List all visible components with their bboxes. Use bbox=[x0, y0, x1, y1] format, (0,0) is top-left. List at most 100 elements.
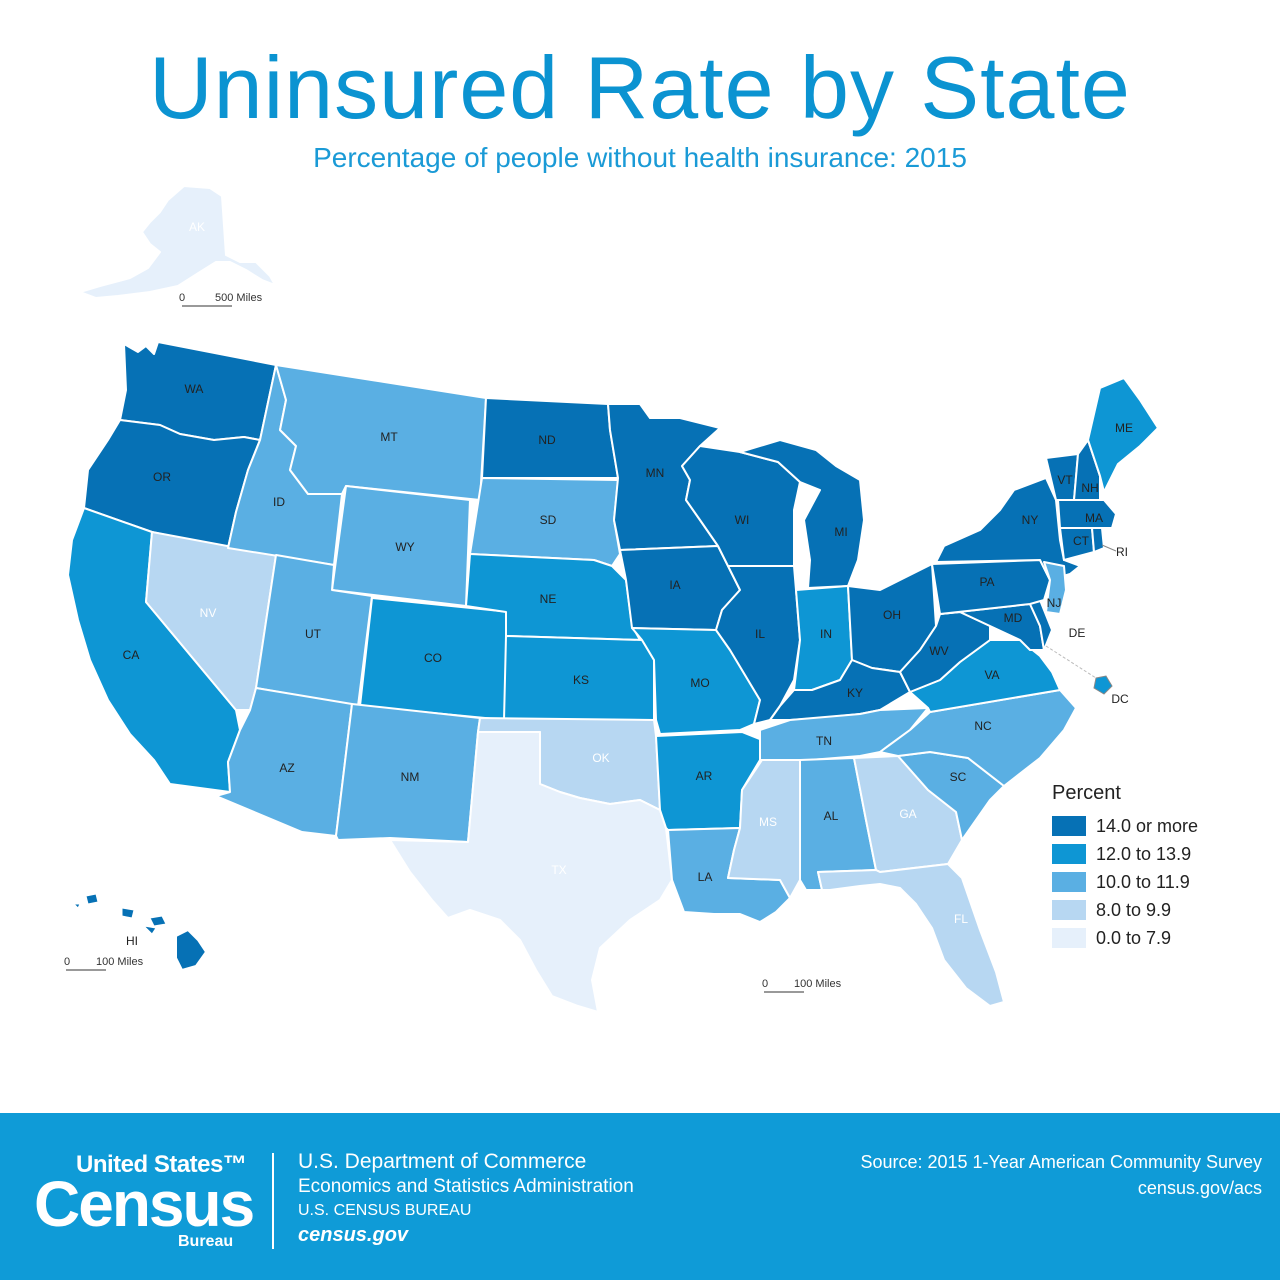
logo-top-text: United States™ bbox=[76, 1151, 247, 1178]
legend-item: 14.0 or more bbox=[1052, 812, 1252, 840]
state-nj[interactable] bbox=[1043, 561, 1067, 615]
label-fl: FL bbox=[954, 912, 968, 926]
legend-label: 8.0 to 9.9 bbox=[1096, 899, 1172, 920]
label-ne: NE bbox=[540, 592, 557, 606]
department-name: U.S. Department of Commerce bbox=[298, 1150, 587, 1173]
label-ct: CT bbox=[1073, 534, 1090, 548]
label-mn: MN bbox=[646, 466, 665, 480]
label-ks: KS bbox=[573, 673, 589, 687]
label-oh: OH bbox=[883, 608, 901, 622]
legend-item: 10.0 to 11.9 bbox=[1052, 868, 1252, 896]
legend-item: 8.0 to 9.9 bbox=[1052, 896, 1252, 924]
svg-text:0: 0 bbox=[64, 956, 70, 968]
label-il: IL bbox=[755, 627, 765, 641]
label-ms: MS bbox=[759, 815, 777, 829]
state-dc[interactable] bbox=[1093, 675, 1113, 695]
svg-text:100 Miles: 100 Miles bbox=[794, 978, 842, 990]
label-sc: SC bbox=[950, 770, 967, 784]
label-wv: WV bbox=[929, 644, 948, 658]
state-nc[interactable] bbox=[879, 689, 1077, 787]
label-id: ID bbox=[273, 495, 285, 509]
label-hi: HI bbox=[126, 934, 138, 948]
label-nd: ND bbox=[538, 433, 556, 447]
department-block: U.S. Department of Commerce Economics an… bbox=[298, 1149, 634, 1247]
legend-swatch bbox=[1052, 844, 1086, 864]
us-choropleth-map: AK WA OR CA NV ID MT WY UT AZ CO NM ND S… bbox=[64, 185, 1159, 1013]
label-nc: NC bbox=[974, 719, 992, 733]
state-ri[interactable] bbox=[1091, 527, 1105, 553]
label-ca: CA bbox=[123, 648, 140, 662]
administration-name: Economics and Statistics Administration bbox=[298, 1176, 634, 1197]
census-website-link[interactable]: census.gov bbox=[298, 1224, 409, 1246]
label-me: ME bbox=[1115, 421, 1133, 435]
legend-label: 14.0 or more bbox=[1096, 815, 1199, 836]
label-va: VA bbox=[984, 668, 999, 682]
state-me[interactable] bbox=[1087, 377, 1159, 493]
svg-text:100 Miles: 100 Miles bbox=[96, 956, 144, 968]
label-ky: KY bbox=[847, 686, 863, 700]
label-ak: AK bbox=[189, 220, 205, 234]
label-az: AZ bbox=[279, 761, 294, 775]
svg-text:500 Miles: 500 Miles bbox=[215, 292, 263, 304]
legend-swatch bbox=[1052, 816, 1086, 836]
legend-label: 10.0 to 11.9 bbox=[1096, 871, 1190, 892]
label-de: DE bbox=[1069, 626, 1086, 640]
label-mt: MT bbox=[380, 430, 398, 444]
label-mi: MI bbox=[834, 525, 847, 539]
hawaii-islands bbox=[72, 893, 207, 971]
state-ak[interactable] bbox=[79, 185, 276, 299]
label-wi: WI bbox=[735, 513, 750, 527]
label-nm: NM bbox=[401, 770, 420, 784]
label-wa: WA bbox=[185, 382, 204, 396]
label-ut: UT bbox=[305, 627, 322, 641]
legend: Percent 14.0 or more 12.0 to 13.9 10.0 t… bbox=[1052, 778, 1252, 952]
source-block: Source: 2015 1-Year American Community S… bbox=[860, 1149, 1262, 1201]
acs-website-link[interactable]: census.gov/acs bbox=[1137, 1178, 1262, 1198]
label-ok: OK bbox=[592, 751, 609, 765]
legend-swatch bbox=[1052, 928, 1086, 948]
state-tx[interactable] bbox=[389, 731, 673, 1013]
label-ri: RI bbox=[1116, 545, 1128, 559]
label-ny: NY bbox=[1022, 513, 1039, 527]
legend-title: Percent bbox=[1052, 782, 1121, 804]
label-ar: AR bbox=[696, 769, 713, 783]
legend-label: 0.0 to 7.9 bbox=[1096, 927, 1172, 948]
label-ga: GA bbox=[899, 807, 916, 821]
label-ma: MA bbox=[1085, 511, 1103, 525]
svg-text:0: 0 bbox=[179, 292, 185, 304]
label-or: OR bbox=[153, 470, 171, 484]
footer-divider bbox=[272, 1153, 274, 1249]
label-md: MD bbox=[1004, 611, 1023, 625]
legend-item: 0.0 to 7.9 bbox=[1052, 924, 1252, 952]
label-tn: TN bbox=[816, 734, 832, 748]
label-sd: SD bbox=[540, 513, 557, 527]
label-nh: NH bbox=[1081, 481, 1098, 495]
scale-alaska: 0 500 Miles bbox=[179, 292, 263, 307]
map-subtitle: Percentage of people without health insu… bbox=[313, 142, 967, 173]
label-vt: VT bbox=[1057, 473, 1073, 487]
label-tx: TX bbox=[551, 863, 566, 877]
svg-text:0: 0 bbox=[762, 978, 768, 990]
state-fl[interactable] bbox=[817, 863, 1005, 1007]
legend-label: 12.0 to 13.9 bbox=[1096, 843, 1192, 864]
legend-swatch bbox=[1052, 872, 1086, 892]
label-in: IN bbox=[820, 627, 832, 641]
legend-swatch bbox=[1052, 900, 1086, 920]
label-nj: NJ bbox=[1047, 596, 1062, 610]
legend-item: 12.0 to 13.9 bbox=[1052, 840, 1252, 868]
label-la: LA bbox=[698, 870, 713, 884]
state-ma[interactable] bbox=[1057, 499, 1117, 529]
label-nv: NV bbox=[200, 606, 217, 620]
label-pa: PA bbox=[979, 575, 994, 589]
label-dc: DC bbox=[1111, 692, 1129, 706]
scale-hawaii: 0 100 Miles bbox=[64, 956, 144, 971]
leader-ri bbox=[1101, 544, 1117, 552]
source-text: Source: 2015 1-Year American Community S… bbox=[860, 1152, 1262, 1172]
map-title: Uninsured Rate by State bbox=[149, 38, 1131, 137]
bureau-name: U.S. CENSUS BUREAU bbox=[298, 1202, 472, 1219]
logo-main-text: Census bbox=[34, 1168, 255, 1240]
state-nh[interactable] bbox=[1073, 439, 1101, 501]
census-logo[interactable]: United States™ Census Bureau bbox=[34, 1151, 255, 1251]
footer-bar: United States™ Census Bureau U.S. Depart… bbox=[0, 1113, 1280, 1280]
label-wy: WY bbox=[395, 540, 414, 554]
